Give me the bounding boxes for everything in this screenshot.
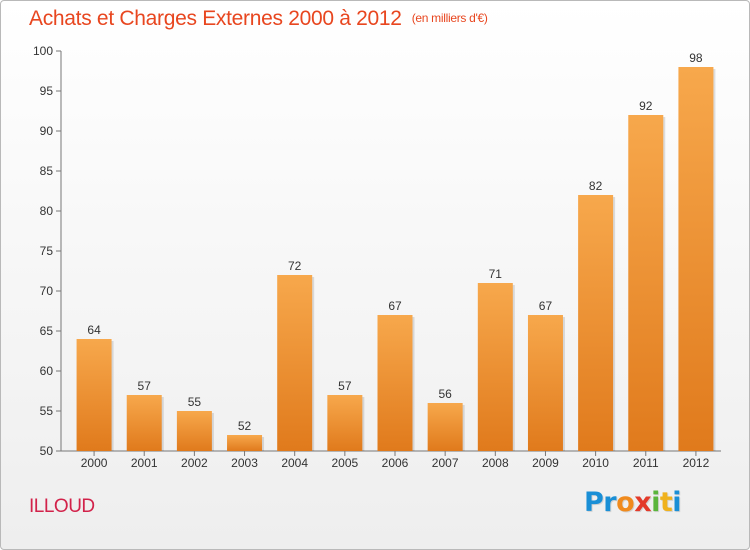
x-tick-label: 2011 [633, 456, 659, 470]
data-label: 64 [87, 323, 101, 337]
x-tick-label: 2010 [582, 456, 609, 470]
logo-letter: t [659, 487, 673, 518]
x-tick-label: 2002 [181, 456, 208, 470]
logo-letter: r [603, 487, 617, 518]
data-label: 57 [338, 379, 352, 393]
data-label: 71 [489, 267, 503, 281]
x-tick-label: 2003 [231, 456, 258, 470]
title-text: Achats et Charges Externes 2000 à 2012 [29, 7, 402, 30]
bar [126, 395, 162, 451]
bar [678, 67, 714, 451]
y-tick-label: 95 [40, 84, 54, 98]
data-label: 55 [188, 395, 202, 409]
bar [628, 115, 664, 451]
bar [277, 275, 313, 451]
x-tick-label: 2012 [683, 456, 710, 470]
bar [176, 411, 212, 451]
x-tick-label: 2009 [532, 456, 559, 470]
y-tick-label: 80 [40, 204, 54, 218]
bar [76, 339, 112, 451]
y-tick-label: 85 [40, 164, 54, 178]
x-tick-label: 2000 [81, 456, 108, 470]
data-label: 98 [689, 51, 703, 65]
x-tick-label: 2005 [331, 456, 358, 470]
data-label: 52 [238, 419, 252, 433]
proxiti-logo: Proxiti [584, 487, 682, 518]
bar [377, 315, 413, 451]
y-tick-label: 90 [40, 124, 54, 138]
data-label: 67 [539, 299, 553, 313]
data-label: 82 [589, 179, 603, 193]
data-label: 56 [438, 387, 452, 401]
y-tick-label: 70 [40, 284, 54, 298]
bar [227, 435, 263, 451]
y-tick-label: 75 [40, 244, 54, 258]
x-tick-label: 2007 [432, 456, 459, 470]
logo-letter: x [634, 487, 652, 518]
bar [527, 315, 563, 451]
logo-letter: i [651, 487, 660, 518]
town-name: ILLOUD [29, 496, 95, 517]
data-label: 67 [388, 299, 402, 313]
logo-letter: P [584, 487, 604, 518]
chart-title: Achats et Charges Externes 2000 à 2012 (e… [29, 7, 488, 31]
x-tick-label: 2001 [131, 456, 158, 470]
y-tick-label: 60 [40, 364, 54, 378]
y-tick-label: 100 [33, 44, 53, 58]
data-label: 57 [138, 379, 152, 393]
bar [477, 283, 513, 451]
logo-letter: o [616, 487, 635, 518]
bar [427, 403, 463, 451]
data-label: 92 [639, 99, 653, 113]
y-tick-label: 50 [40, 444, 54, 458]
chart-subtitle: (en milliers d'€) [411, 11, 488, 25]
data-label: 72 [288, 259, 302, 273]
bar [327, 395, 363, 451]
y-tick-label: 65 [40, 324, 54, 338]
bar [578, 195, 614, 451]
logo-letter: i [672, 487, 682, 518]
y-tick-label: 55 [40, 404, 54, 418]
x-tick-label: 2006 [382, 456, 409, 470]
x-tick-label: 2004 [281, 456, 308, 470]
x-tick-label: 2008 [482, 456, 509, 470]
